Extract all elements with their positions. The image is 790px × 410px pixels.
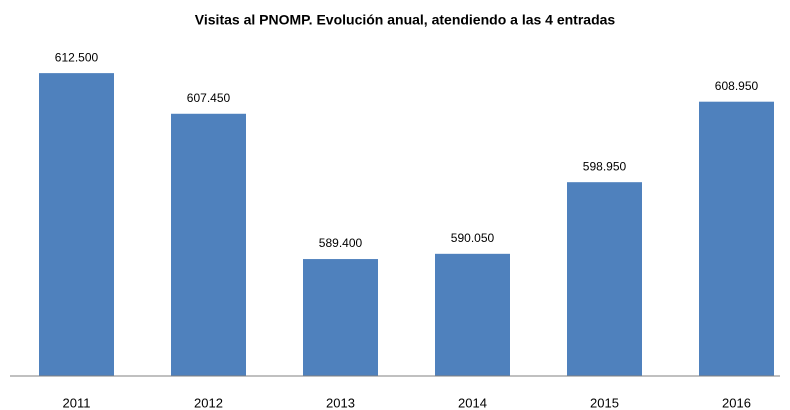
data-label: 612.500 [55, 50, 99, 64]
data-label: 608.950 [715, 79, 759, 93]
data-label: 607.450 [187, 91, 231, 105]
x-tick-label: 2011 [63, 395, 91, 410]
x-tick-label: 2016 [722, 395, 751, 410]
bar [435, 253, 510, 376]
data-label: 589.400 [319, 236, 363, 250]
bar [171, 113, 246, 377]
x-tick-label: 2012 [194, 395, 223, 410]
chart-title: Visitas al PNOMP. Evolución anual, atend… [195, 12, 616, 28]
x-tick-label: 2013 [326, 395, 355, 410]
bar [39, 73, 114, 376]
bar [699, 101, 774, 376]
x-tick-label: 2015 [590, 395, 619, 410]
data-label: 590.050 [451, 231, 495, 245]
bar [567, 182, 642, 376]
bar [303, 259, 378, 376]
data-label: 598.950 [583, 159, 627, 173]
x-tick-label: 2014 [458, 395, 487, 410]
